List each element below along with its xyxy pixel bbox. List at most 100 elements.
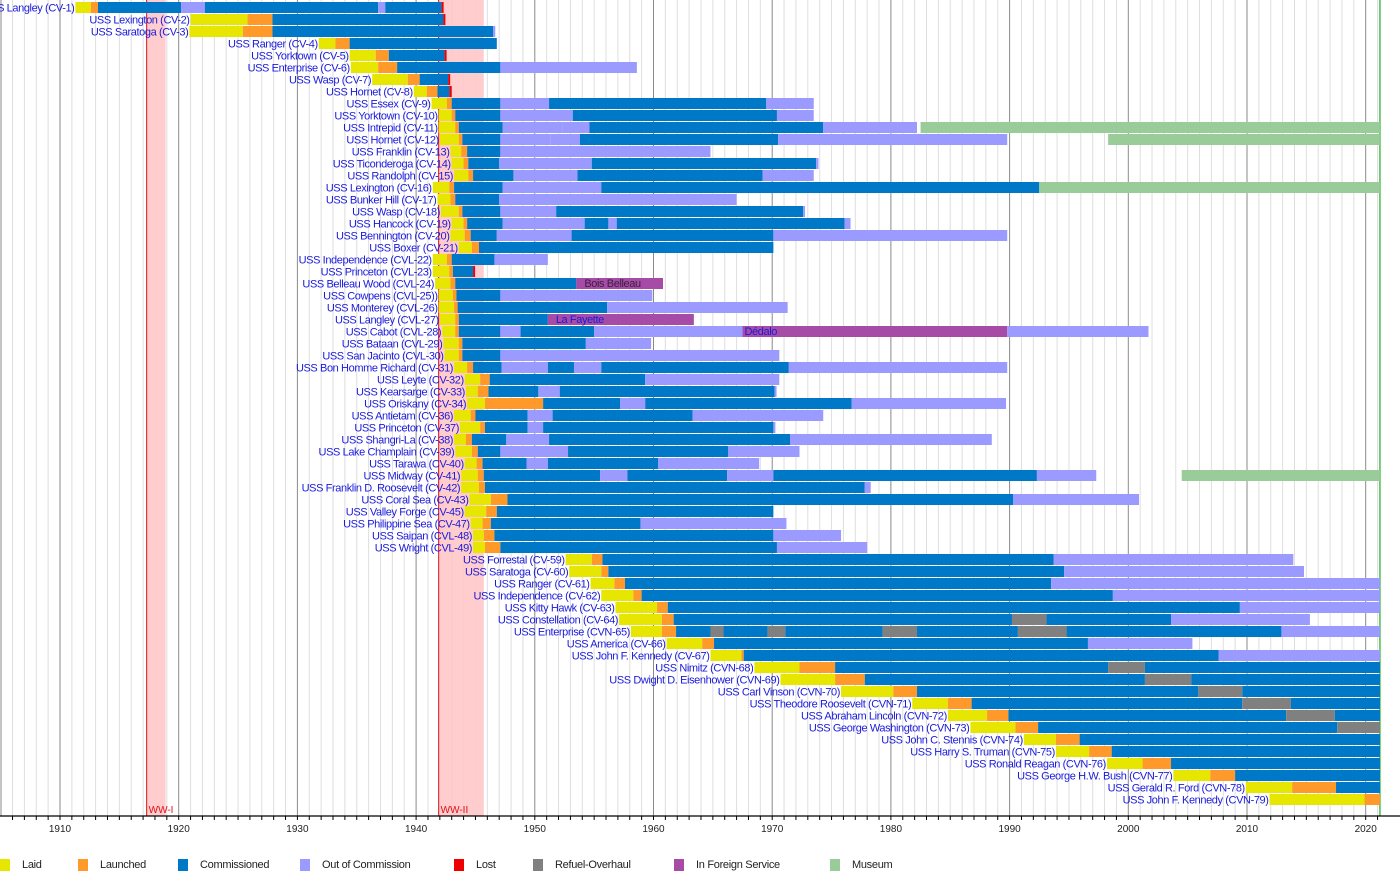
legend-item-lost: Lost xyxy=(454,857,496,873)
bar-segment-laid xyxy=(465,386,478,397)
bar-segment-out xyxy=(496,230,572,241)
bar-segment-commissioned xyxy=(1334,710,1380,721)
bar-segment-refuel xyxy=(1144,674,1192,685)
ship-label: USS Franklin D. Roosevelt (CV-42) xyxy=(302,483,461,495)
bar-segment-commissioned xyxy=(1144,662,1380,673)
bar-segment-out xyxy=(500,326,521,337)
legend-label: Commissioned xyxy=(200,859,270,871)
ship-label: USS Essex (CV-9) xyxy=(346,99,430,111)
bar-segment-out xyxy=(1036,470,1097,481)
bar-segment-commissioned xyxy=(1079,734,1380,745)
bar-segment-out xyxy=(1281,626,1380,637)
bar-segment-lost xyxy=(441,2,444,13)
bar-segment-launched xyxy=(702,638,715,649)
bar-segment-launched xyxy=(335,38,350,49)
bar-segment-laid xyxy=(601,590,634,601)
foreign-name-label: La Fayette xyxy=(556,314,604,326)
x-tick-label: 2020 xyxy=(1355,824,1378,835)
bar-segment-museum xyxy=(1108,134,1380,145)
ship-label: USS Gerald R. Ford (CVN-78) xyxy=(1108,783,1245,795)
bar-segment-laid xyxy=(442,326,456,337)
legend-swatch xyxy=(674,859,684,871)
bar-segment-launched xyxy=(1292,782,1337,793)
bar-segment-laid xyxy=(458,242,472,253)
bar-segment-laid xyxy=(450,146,462,157)
bar-segment-launched xyxy=(463,218,468,229)
ship-label: USS Philippine Sea (CV-47) xyxy=(343,519,470,531)
bar-segment-commissioned xyxy=(477,446,501,457)
bar-segment-laid xyxy=(438,302,455,313)
bar-segment-refuel xyxy=(1286,710,1335,721)
bar-segment-commissioned xyxy=(455,194,500,205)
ship-label: USS Antietam (CV-36) xyxy=(352,411,453,423)
carrier-timeline-chart: WW-I WW-II Bois Belleau La Fayette Dédalo U… xyxy=(0,0,1400,835)
legend-item-laid: Laid xyxy=(0,857,42,873)
bar-segment-laid xyxy=(454,434,466,445)
ship-label: USS Ranger (CV-61) xyxy=(494,579,590,591)
ship-label: USS San Jacinto (CVL-30) xyxy=(322,351,443,363)
bar-segment-out xyxy=(378,2,386,13)
bar-segment-commissioned xyxy=(488,386,539,397)
bar-segment-out xyxy=(844,218,851,229)
bar-segment-commissioned xyxy=(204,2,379,13)
bar-segment-museum xyxy=(920,122,1380,133)
bar-segment-laid xyxy=(565,554,592,565)
ship-label: USS Wright (CVL-49) xyxy=(375,543,472,555)
bar-segment-commissioned xyxy=(456,290,501,301)
ship-label: USS Princeton (CV-37) xyxy=(354,423,459,435)
bar-segment-commissioned xyxy=(547,362,574,373)
bar-segment-laid xyxy=(432,254,447,265)
bar-segment-laid xyxy=(432,182,450,193)
bar-segment-laid xyxy=(630,626,662,637)
bar-segment-commissioned xyxy=(676,626,711,637)
ship-label: USS Saratoga (CV-3) xyxy=(91,27,189,39)
bar-segment-laid xyxy=(1269,794,1365,805)
bar-segment-lost xyxy=(443,14,446,25)
bar-segment-launched xyxy=(480,374,490,385)
ship-label: USS Theodore Roosevelt (CVN-71) xyxy=(750,699,912,711)
ship-label: USS Hancock (CV-19) xyxy=(349,219,451,231)
bar-segment-out xyxy=(773,230,1008,241)
ship-label: USS Carl Vinson (CVN-70) xyxy=(718,687,840,699)
war-band xyxy=(146,0,166,816)
bar-segment-out xyxy=(1239,602,1380,613)
legend-swatch xyxy=(0,859,10,871)
bar-segment-out xyxy=(607,302,788,313)
bar-segment-commissioned xyxy=(971,698,1243,709)
bar-segment-commissioned xyxy=(473,362,502,373)
bar-segment-out xyxy=(513,170,578,181)
ship-label: USS John C. Stennis (CVN-74) xyxy=(881,735,1023,747)
bar-segment-out xyxy=(608,218,617,229)
ship-label: USS Ranger (CV-4) xyxy=(228,39,318,51)
ship-label: USS Bataan (CVL-29) xyxy=(342,339,443,351)
bar-segment-out xyxy=(527,410,553,421)
bar-segment-commissioned xyxy=(602,554,1054,565)
bar-segment-laid xyxy=(615,602,658,613)
bar-segment-laid xyxy=(439,314,456,325)
bar-segment-commissioned xyxy=(552,410,693,421)
bar-segment-launched xyxy=(657,602,668,613)
legend-item-commissioned: Commissioned xyxy=(178,857,269,873)
bar-segment-refuel xyxy=(1198,686,1243,697)
bar-segment-laid xyxy=(454,170,469,181)
bar-segment-refuel xyxy=(1011,614,1047,625)
x-tick-label: 1910 xyxy=(49,824,72,835)
bar-segment-laid xyxy=(912,698,948,709)
bar-segment-laid xyxy=(469,494,491,505)
bar-segment-laid xyxy=(461,482,480,493)
bar-segment-commissioned xyxy=(462,134,501,145)
bar-segment-out xyxy=(851,398,1007,409)
ship-label: USS Nimitz (CVN-68) xyxy=(655,663,753,675)
bar-segment-out xyxy=(500,146,711,157)
bar-segment-laid xyxy=(569,566,602,577)
ship-label: USS Bunker Hill (CV-17) xyxy=(326,195,437,207)
bar-segment-out xyxy=(776,110,814,121)
bar-segment-out xyxy=(573,362,602,373)
ship-label: USS John F. Kennedy (CVN-79) xyxy=(1123,795,1269,807)
bar-segment-refuel xyxy=(1242,698,1291,709)
bar-segment-launched xyxy=(1055,734,1080,745)
bar-segment-launched xyxy=(1210,770,1236,781)
ship-label: USS Intrepid (CV-11) xyxy=(343,123,438,135)
bar-segment-laid xyxy=(437,194,451,205)
bar-segment-commissioned xyxy=(835,662,1109,673)
